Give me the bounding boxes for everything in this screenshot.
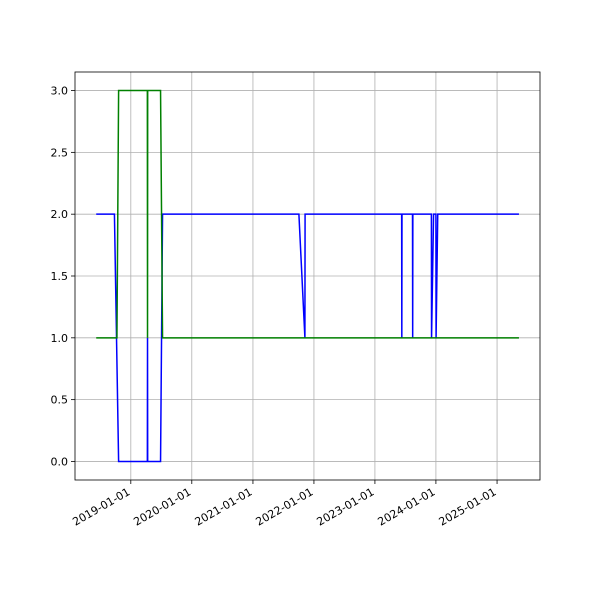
- y-tick-label: 2.5: [51, 146, 69, 159]
- y-tick-label: 0.5: [51, 394, 69, 407]
- y-tick-label: 1.0: [51, 332, 69, 345]
- line-series: [96, 89, 519, 339]
- x-tick-label: 2023-01-01: [315, 485, 377, 528]
- x-tick-label: 2020-01-01: [131, 485, 193, 528]
- plot-frame: [74, 71, 541, 481]
- x-tick-label: 2024-01-01: [376, 485, 438, 528]
- y-tick-label: 0.0: [51, 455, 69, 468]
- x-tick-label: 2025-01-01: [437, 485, 499, 528]
- y-tick-label: 1.5: [51, 270, 69, 283]
- y-tick-label: 3.0: [51, 85, 69, 98]
- line-series: [96, 213, 519, 463]
- y-tick-label: 2.0: [51, 208, 69, 221]
- x-tick-label: 2021-01-01: [193, 485, 255, 528]
- x-tick-label: 2019-01-01: [70, 485, 132, 528]
- x-tick-label: 2022-01-01: [254, 485, 316, 528]
